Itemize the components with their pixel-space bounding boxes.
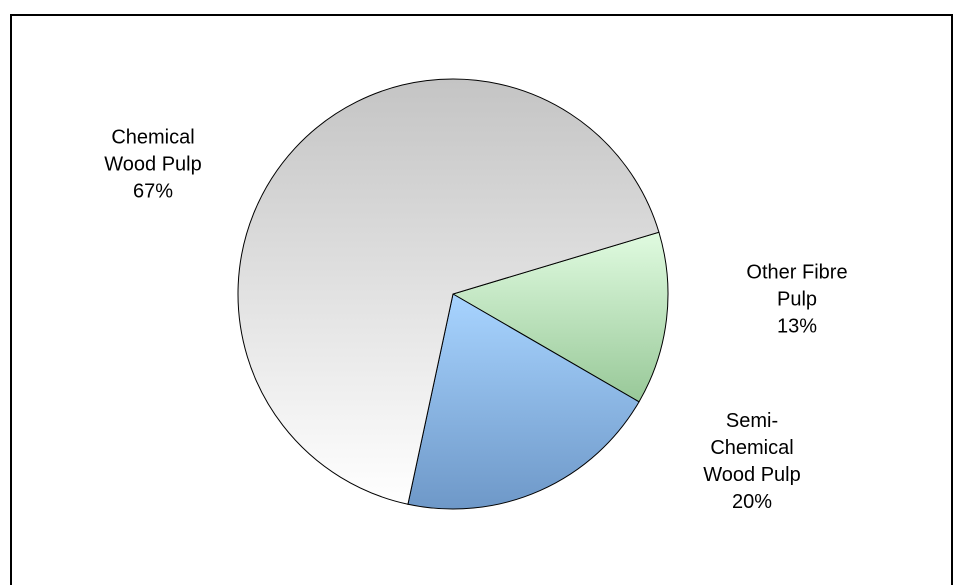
category-label: Chemical Wood Pulp: [104, 126, 202, 176]
category-label: Semi-Chemical Wood Pulp: [703, 410, 801, 486]
category-label: Other Fibre Pulp: [746, 261, 848, 311]
chart-frame: [10, 14, 953, 585]
slice-label: Semi-Chemical Wood Pulp 20%: [697, 408, 807, 516]
pie-slice: [451, 231, 669, 403]
value-label: 20%: [731, 491, 773, 513]
slice-label: Other Fibre Pulp 13%: [727, 260, 867, 341]
pie-slice: [407, 293, 640, 510]
value-label: 13%: [776, 315, 818, 338]
value-label: 67%: [132, 180, 174, 203]
slice-label: Chemical Wood Pulp 67%: [83, 125, 223, 206]
pie-slice: [237, 78, 660, 505]
